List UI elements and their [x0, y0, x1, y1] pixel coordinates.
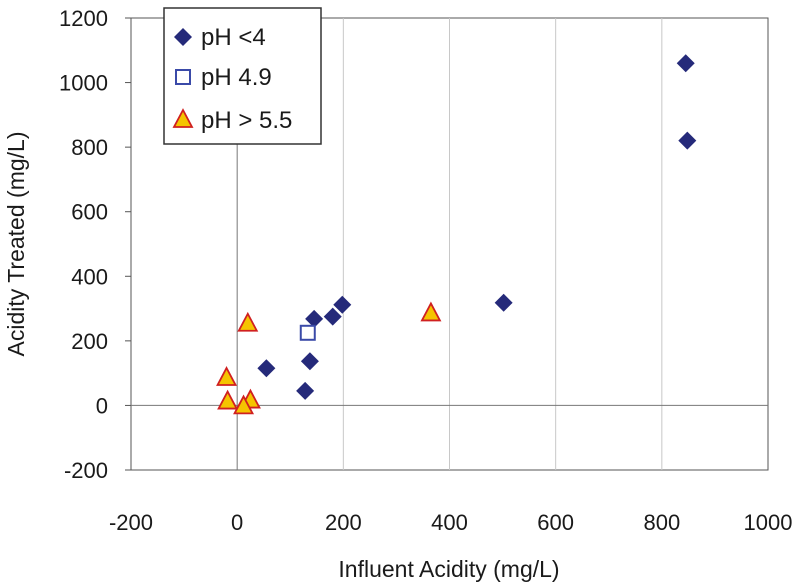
y-tick-label: 400 — [71, 264, 108, 289]
data-point-series-2 — [420, 301, 442, 322]
x-tick-label: 600 — [537, 510, 574, 535]
data-point-series-0 — [333, 295, 352, 314]
data-point-series-0 — [296, 381, 315, 400]
x-axis-label: Influent Acidity (mg/L) — [338, 556, 559, 582]
y-axis-label: Acidity Treated (mg/L) — [3, 132, 29, 357]
data-point-series-0 — [300, 352, 319, 371]
y-tick-label: -200 — [64, 458, 108, 483]
y-tick-label: 1000 — [59, 71, 108, 96]
legend-marker-2 — [172, 108, 194, 128]
data-point-series-0 — [305, 309, 324, 328]
x-tick-label: 200 — [325, 510, 362, 535]
y-tick-label: 800 — [71, 135, 108, 160]
legend-marker-0 — [174, 28, 192, 46]
y-tick-label: 200 — [71, 329, 108, 354]
legend-label-ph-4-9: pH 4.9 — [201, 64, 272, 91]
x-tick-label: 400 — [431, 510, 468, 535]
x-tick-label: 1000 — [744, 510, 793, 535]
legend: pH <4 pH 4.9 pH > 5.5 — [163, 7, 322, 145]
data-point-series-2 — [216, 366, 238, 386]
y-tick-label: 1200 — [59, 6, 108, 31]
x-tick-label: 0 — [231, 510, 243, 535]
y-axis-ticks: -200 0 200 400 600 800 1000 1200 — [59, 6, 131, 483]
data-point-series-1 — [299, 324, 316, 341]
y-tick-label: 0 — [96, 393, 108, 418]
data-point-series-2 — [217, 389, 239, 410]
x-axis-ticks: -200 0 200 400 600 800 1000 — [109, 510, 793, 535]
data-point-series-0 — [678, 131, 697, 150]
y-tick-label: 600 — [71, 200, 108, 225]
data-point-series-0 — [323, 307, 342, 326]
data-point-series-0 — [676, 54, 695, 73]
gridlines — [342, 18, 663, 470]
legend-label-ph-lt-4: pH <4 — [201, 24, 266, 51]
data-point-series-0 — [494, 293, 513, 312]
data-points — [216, 54, 697, 415]
x-tick-label: -200 — [109, 510, 153, 535]
data-point-series-2 — [233, 394, 255, 415]
data-point-series-2 — [237, 311, 259, 332]
data-point-series-0 — [257, 359, 276, 378]
legend-markers — [172, 28, 194, 128]
legend-marker-1 — [175, 69, 191, 85]
legend-label-ph-gt-5-5: pH > 5.5 — [201, 107, 292, 134]
x-tick-label: 800 — [643, 510, 680, 535]
